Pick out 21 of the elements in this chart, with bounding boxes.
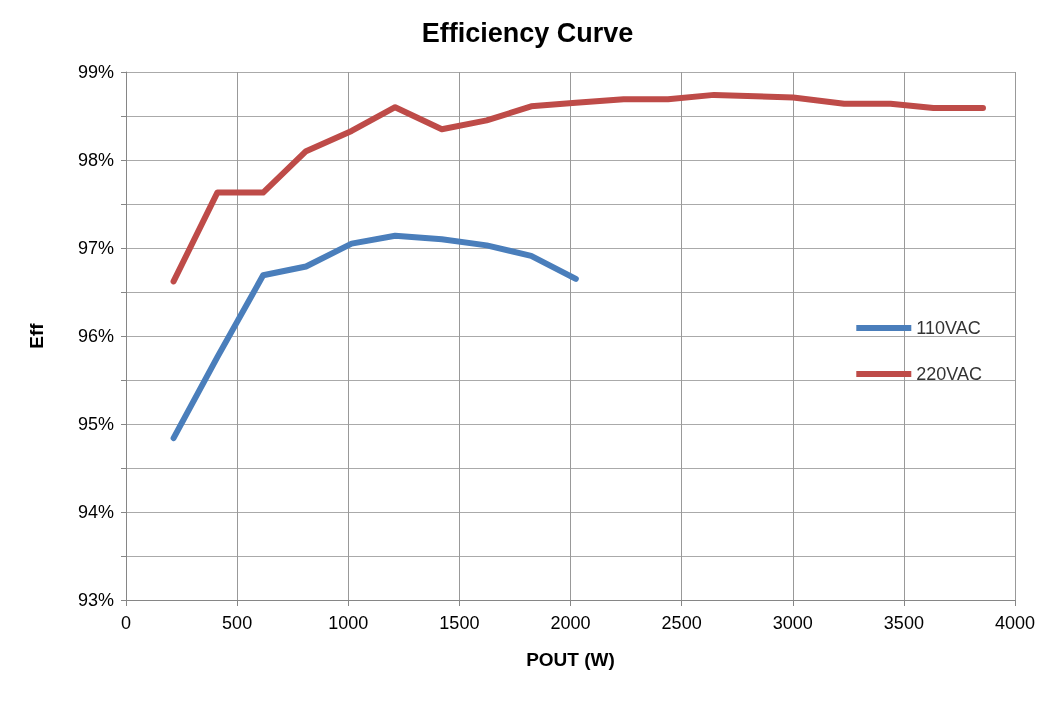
x-tick-label: 1000 [328, 613, 369, 633]
y-axis-title: Eff [26, 322, 47, 349]
chart-title: Efficiency Curve [421, 17, 634, 48]
x-tick-label: 0 [120, 613, 132, 633]
x-tick-label: 500 [222, 613, 253, 633]
x-tick-label: 2000 [550, 613, 591, 633]
y-tick-label: 94% [77, 502, 114, 522]
y-tick-label: 98% [77, 150, 114, 170]
legend-label: 220VAC [916, 364, 983, 384]
x-axis-title: POUT (W) [526, 649, 615, 670]
x-tick-label: 3000 [772, 613, 813, 633]
x-tick-label: 3500 [883, 613, 924, 633]
y-tick-label: 96% [77, 326, 114, 346]
x-tick-label: 2500 [661, 613, 702, 633]
x-tick-label: 4000 [994, 613, 1036, 633]
y-tick-label: 99% [77, 62, 114, 82]
y-tick-label: 93% [77, 590, 114, 610]
legend-label: 110VAC [916, 318, 981, 338]
x-tick-label: 1500 [439, 613, 480, 633]
y-tick-label: 97% [77, 238, 114, 258]
y-tick-label: 95% [77, 414, 114, 434]
